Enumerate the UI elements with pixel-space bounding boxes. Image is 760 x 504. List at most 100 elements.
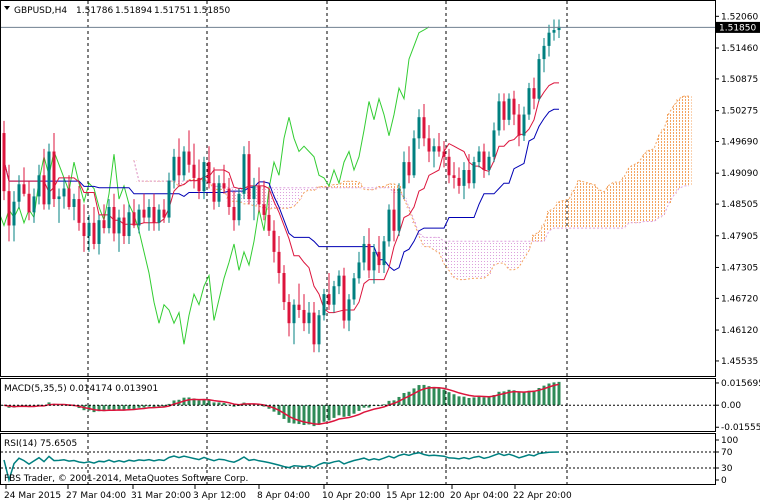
cloud-band bbox=[416, 233, 422, 237]
candle-body bbox=[287, 302, 291, 324]
cloud-band bbox=[286, 187, 292, 209]
macd-bar bbox=[407, 391, 411, 406]
copyright-text: FBS Trader, © 2001-2014, MetaQuotes Soft… bbox=[4, 474, 248, 484]
candle-body bbox=[522, 114, 526, 136]
rsi-title: RSI(14) 75.6505 bbox=[4, 439, 77, 449]
candle-body bbox=[47, 151, 51, 205]
candle-body bbox=[242, 154, 246, 194]
price-label: 1.51460 bbox=[721, 44, 758, 54]
macd-bar bbox=[337, 405, 341, 416]
cloud-band bbox=[146, 181, 152, 182]
macd-bar bbox=[217, 402, 221, 406]
macd-signal-line bbox=[3, 383, 560, 425]
cloud-band bbox=[526, 241, 532, 251]
collapse-triangle-icon[interactable] bbox=[4, 6, 10, 10]
cloud-band bbox=[536, 232, 542, 242]
cloud-band bbox=[336, 184, 342, 188]
candle-body bbox=[422, 117, 426, 139]
candle-body bbox=[237, 193, 241, 221]
candle-body bbox=[312, 312, 316, 345]
macd-bar bbox=[352, 405, 356, 414]
macd-bar bbox=[92, 405, 96, 413]
cloud-band bbox=[331, 184, 337, 188]
macd-bar bbox=[212, 402, 216, 406]
macd-bar bbox=[482, 397, 486, 406]
candle-body bbox=[97, 220, 101, 244]
macd-bar bbox=[412, 388, 416, 406]
cloud-band bbox=[576, 180, 582, 229]
macd-bar bbox=[422, 384, 426, 406]
macd-bar bbox=[517, 392, 521, 406]
time-label: 10 Apr 20:00 bbox=[322, 491, 381, 501]
candle-body bbox=[157, 209, 161, 223]
cloud-band bbox=[581, 181, 587, 229]
macd-bar bbox=[97, 405, 101, 412]
candle-body bbox=[232, 206, 236, 221]
candle-body bbox=[402, 162, 406, 189]
macd-bar bbox=[492, 395, 496, 406]
cloud-band bbox=[486, 241, 492, 275]
candle-body bbox=[327, 294, 331, 305]
macd-bar bbox=[312, 405, 316, 427]
macd-bar bbox=[457, 396, 461, 406]
macd-bar bbox=[497, 391, 501, 406]
cloud-band bbox=[271, 187, 277, 209]
candle-body bbox=[477, 151, 481, 163]
candle-body bbox=[42, 175, 46, 205]
candle-body bbox=[167, 180, 171, 218]
macd-bar bbox=[532, 390, 536, 406]
candle-body bbox=[452, 175, 456, 178]
macd-bar bbox=[207, 400, 211, 406]
candle-body bbox=[307, 312, 311, 324]
candle-body bbox=[177, 156, 181, 176]
candle-body bbox=[212, 183, 216, 202]
cloud-band bbox=[671, 105, 677, 196]
candle-body bbox=[517, 114, 521, 136]
cloud-band bbox=[491, 241, 497, 266]
candle-body bbox=[22, 184, 26, 194]
candle-body bbox=[347, 299, 351, 321]
candle-body bbox=[62, 188, 66, 197]
rsi-scale-label: 0 bbox=[721, 476, 727, 486]
macd-bar bbox=[47, 402, 51, 406]
cloud-band bbox=[471, 241, 477, 279]
candle-body bbox=[387, 209, 391, 242]
macd-bar bbox=[127, 405, 131, 409]
candle-body bbox=[27, 193, 31, 213]
cloud-band bbox=[161, 181, 167, 182]
macd-bar bbox=[537, 387, 541, 406]
candle-body bbox=[437, 146, 441, 152]
candle-body bbox=[507, 98, 511, 120]
cloud-band bbox=[306, 187, 312, 190]
cloud-band bbox=[351, 181, 357, 188]
candle-body bbox=[172, 156, 176, 181]
macd-bar bbox=[447, 392, 451, 406]
candle-body bbox=[462, 170, 466, 186]
candle-body bbox=[77, 199, 81, 223]
cloud-band bbox=[626, 167, 632, 223]
candle-body bbox=[52, 151, 56, 200]
candle-body bbox=[502, 101, 506, 120]
cloud-band bbox=[376, 186, 382, 188]
macd-bar bbox=[297, 405, 301, 425]
ohlc-close: 1.51850 bbox=[193, 6, 230, 16]
candle-body bbox=[187, 151, 191, 165]
cloud-band bbox=[686, 96, 692, 186]
candle-body bbox=[352, 278, 356, 300]
candle-body bbox=[207, 162, 211, 184]
macd-bar bbox=[452, 394, 456, 406]
cloud-band bbox=[511, 241, 517, 270]
cloud-band bbox=[276, 187, 282, 209]
cloud-band bbox=[666, 113, 672, 204]
cloud-band bbox=[676, 98, 682, 189]
macd-bar bbox=[367, 405, 371, 408]
macd-bar bbox=[542, 385, 546, 406]
symbol-label: GBPUSD,H4 bbox=[14, 6, 67, 16]
rsi-scale-label: 30 bbox=[721, 464, 733, 474]
cloud-band bbox=[506, 241, 512, 270]
kijun-sen bbox=[3, 108, 559, 271]
candle-body bbox=[557, 26, 561, 31]
candle-body bbox=[152, 206, 156, 223]
rsi-indicator bbox=[1, 451, 715, 483]
